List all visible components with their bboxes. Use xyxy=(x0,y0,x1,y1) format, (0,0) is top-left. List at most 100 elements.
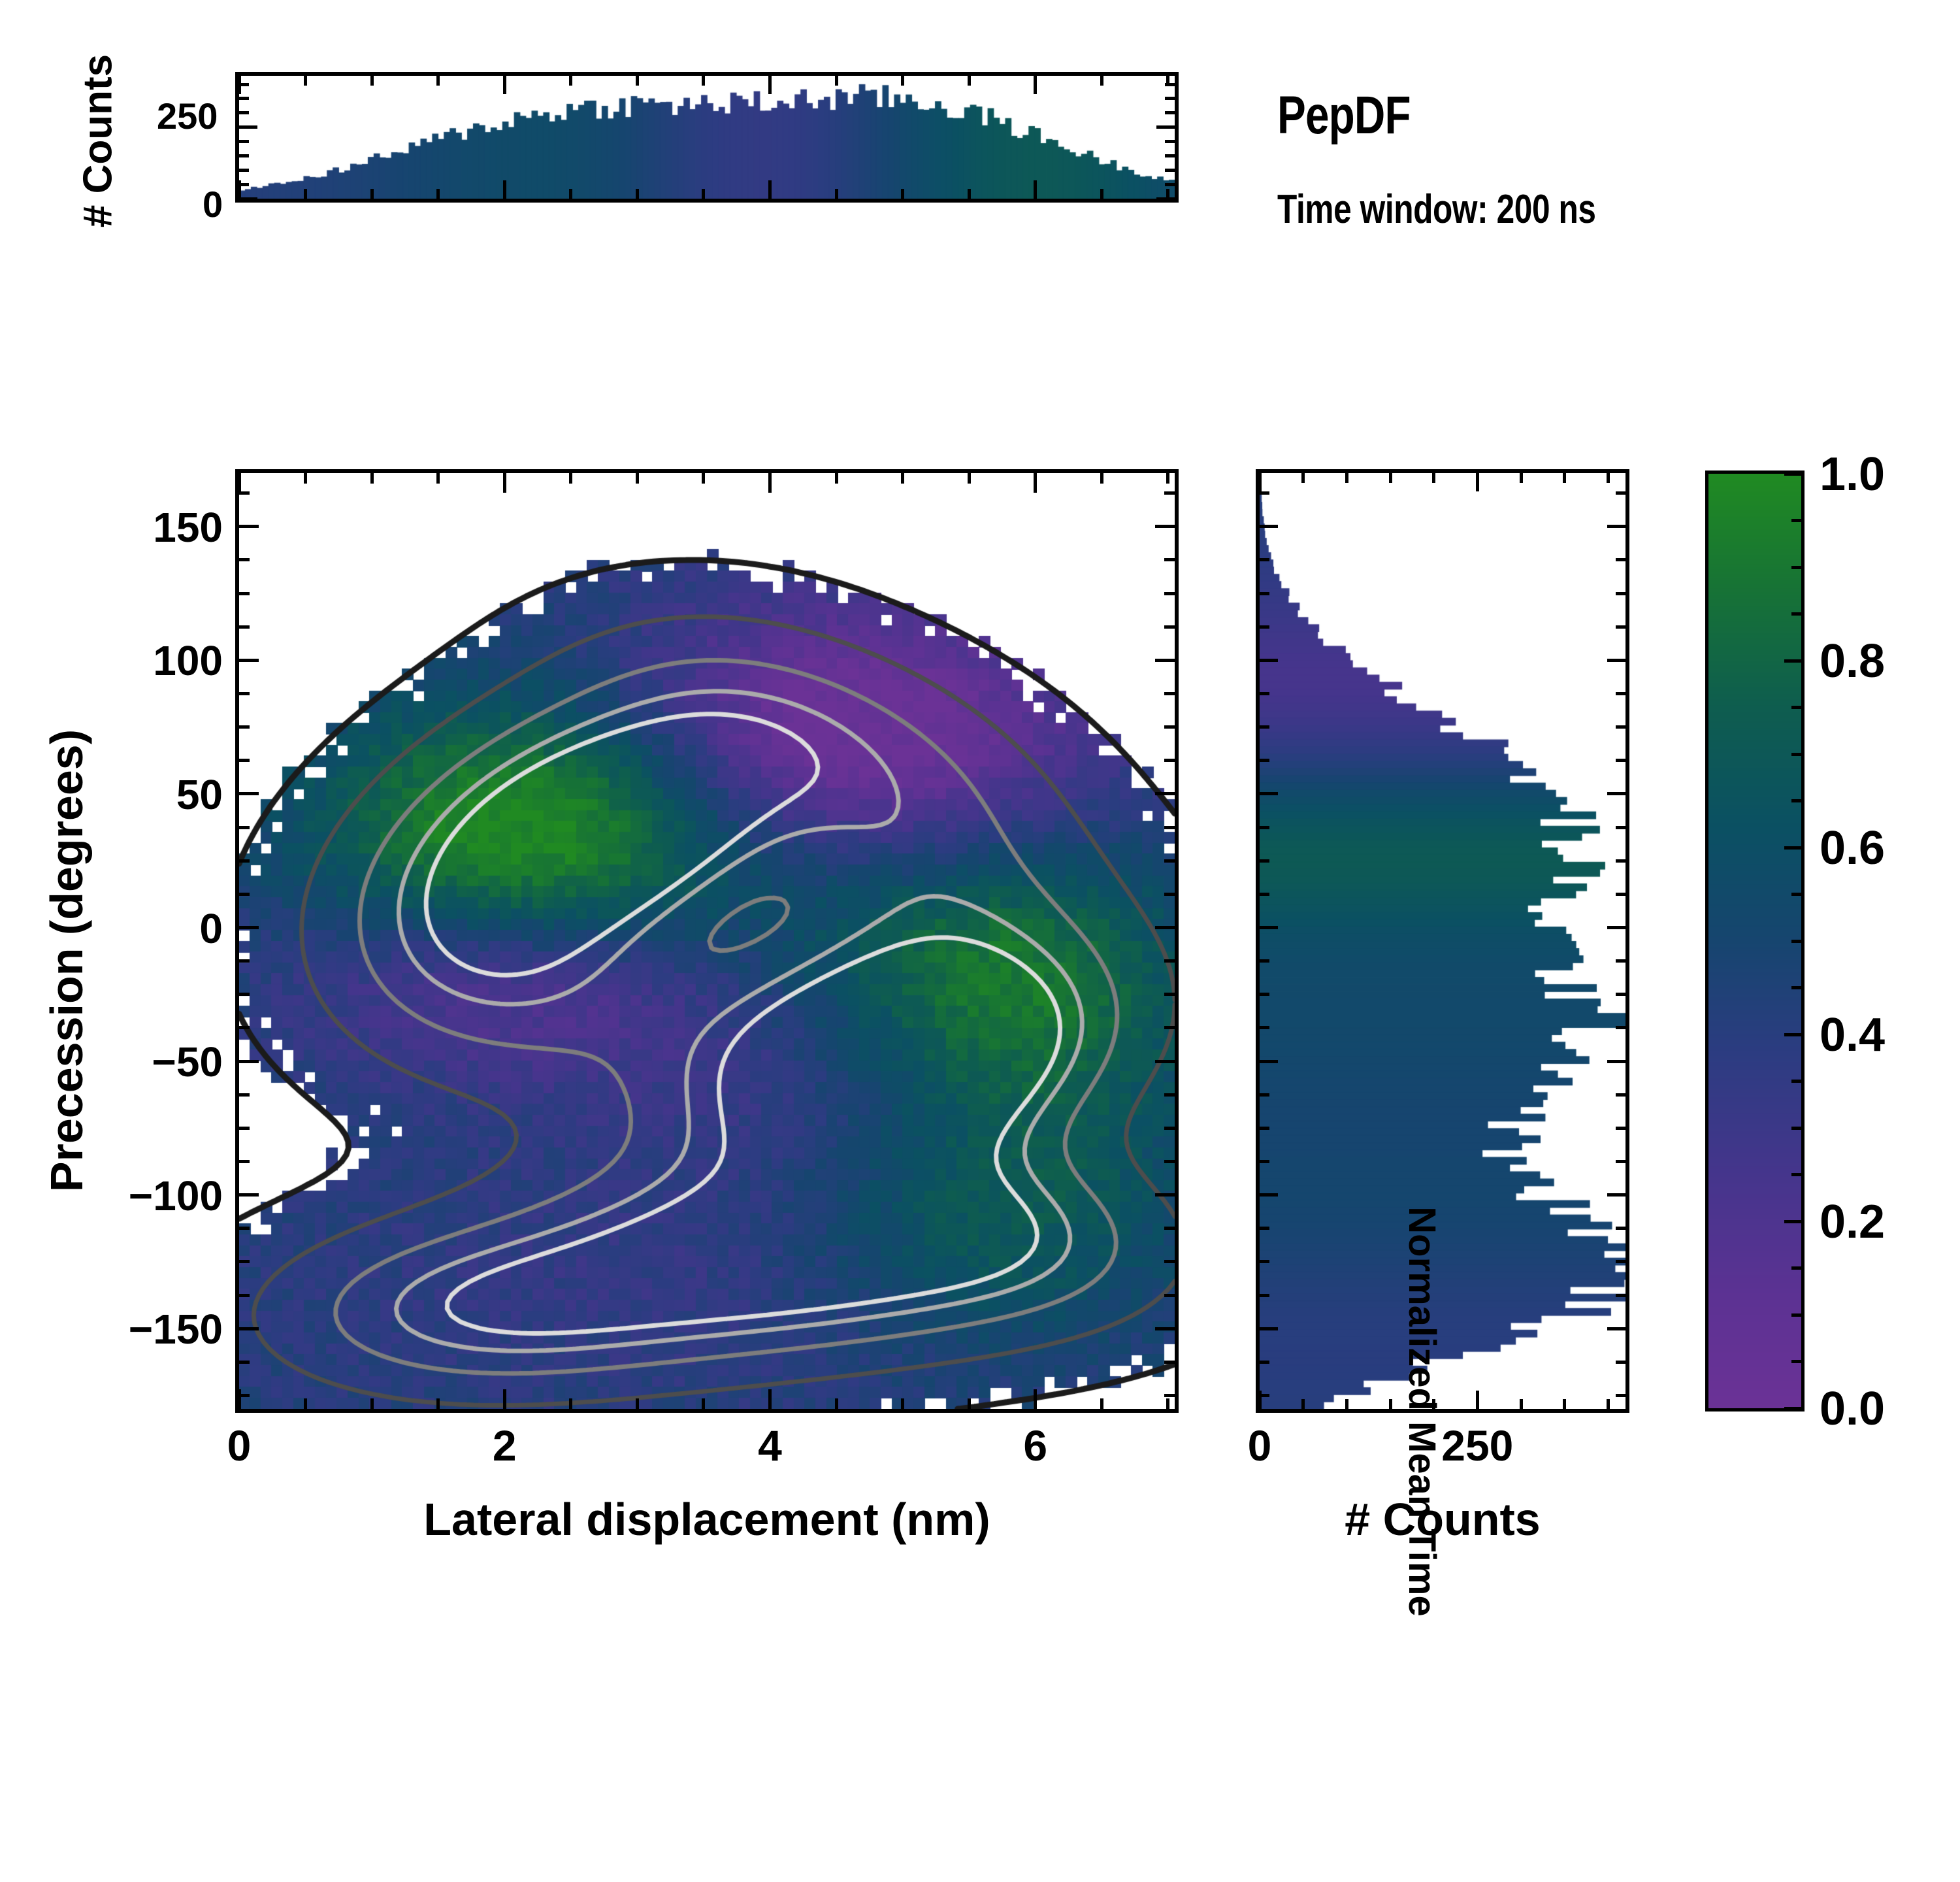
tick-mark xyxy=(1616,625,1625,629)
tick-mark xyxy=(1260,658,1278,662)
tick-mark xyxy=(834,1398,838,1409)
tick-mark xyxy=(1164,825,1175,829)
tick-mark xyxy=(1034,180,1037,199)
tick-mark xyxy=(1034,76,1037,94)
tick-mark xyxy=(1260,591,1269,595)
tick-mark xyxy=(1165,82,1175,86)
colorbar-label: Normalized Mean Time xyxy=(1401,1206,1443,1617)
tick-mark xyxy=(1260,525,1278,529)
tick-mark xyxy=(239,892,250,896)
tick-mark xyxy=(239,959,250,963)
tick-mark xyxy=(1791,752,1801,756)
tick-mark xyxy=(304,473,308,484)
tick-mark xyxy=(239,182,249,186)
tick-mark xyxy=(1165,154,1175,157)
tick-mark xyxy=(635,76,639,86)
tick-mark xyxy=(1260,1126,1269,1130)
top-marginal-histogram-panel xyxy=(235,72,1179,203)
tick-mark xyxy=(1616,725,1625,729)
tick-label: 0 xyxy=(227,1421,252,1470)
tick-mark xyxy=(702,1398,706,1409)
tick-mark xyxy=(239,1093,250,1097)
tick-label: 0.6 xyxy=(1820,822,1886,874)
colorbar-panel xyxy=(1705,470,1805,1412)
right-histogram-canvas xyxy=(1260,473,1625,1409)
tick-mark xyxy=(502,1389,506,1409)
tick-mark xyxy=(1155,1327,1175,1330)
tick-mark xyxy=(1258,473,1262,491)
tick-mark xyxy=(1164,692,1175,696)
tick-mark xyxy=(304,76,308,86)
tick-mark xyxy=(237,180,241,199)
tick-mark xyxy=(1164,1260,1175,1264)
tick-mark xyxy=(1616,959,1625,963)
tick-mark xyxy=(1260,993,1269,997)
tick-mark xyxy=(569,1398,573,1409)
tick-mark xyxy=(1606,473,1610,483)
tick-mark xyxy=(239,491,250,495)
tick-mark xyxy=(304,1398,308,1409)
tick-mark xyxy=(436,189,440,199)
tick-mark xyxy=(1258,1391,1262,1409)
tick-mark xyxy=(1164,859,1175,863)
tick-mark xyxy=(239,197,257,201)
tick-mark xyxy=(239,1260,250,1264)
tick-mark xyxy=(1164,725,1175,729)
tick-mark xyxy=(1616,1126,1625,1130)
tick-mark xyxy=(1616,692,1625,696)
tick-mark xyxy=(967,76,971,86)
tick-mark xyxy=(1260,1193,1278,1197)
tick-mark xyxy=(370,189,374,199)
tick-mark xyxy=(1164,1160,1175,1164)
tick-mark xyxy=(239,1160,250,1164)
tick-mark xyxy=(1791,519,1801,522)
tick-mark xyxy=(1260,1227,1269,1230)
tick-label: 6 xyxy=(1023,1421,1048,1470)
tick-mark xyxy=(304,189,308,199)
tick-mark xyxy=(1791,612,1801,616)
tick-mark xyxy=(1616,1293,1625,1297)
tick-mark xyxy=(569,473,573,484)
tick-mark xyxy=(635,1398,639,1409)
tick-mark xyxy=(1164,1126,1175,1130)
tick-mark xyxy=(1607,525,1625,529)
tick-mark xyxy=(1260,1260,1269,1264)
tick-label: −50 xyxy=(152,1038,223,1086)
tick-mark xyxy=(768,76,772,94)
tick-mark xyxy=(1791,1126,1801,1130)
tick-mark xyxy=(239,1026,250,1030)
tick-mark xyxy=(834,473,838,484)
tick-mark xyxy=(1791,799,1801,802)
tick-mark xyxy=(239,1394,250,1398)
tick-mark xyxy=(569,76,573,86)
tick-mark xyxy=(768,1389,772,1409)
tick-mark xyxy=(1563,1399,1567,1409)
tick-mark xyxy=(239,759,250,763)
tick-mark xyxy=(1164,1360,1175,1364)
tick-label: 250 xyxy=(1441,1421,1514,1470)
tick-mark xyxy=(1155,1193,1175,1197)
tick-mark xyxy=(239,692,250,696)
tick-mark xyxy=(239,558,250,562)
tick-label: 50 xyxy=(176,770,223,818)
tick-mark xyxy=(1475,473,1479,491)
tick-mark xyxy=(1475,1391,1479,1409)
tick-mark xyxy=(1155,1059,1175,1063)
tick-mark xyxy=(1607,658,1625,662)
tick-mark xyxy=(1791,1266,1801,1270)
tick-mark xyxy=(1616,491,1625,495)
tick-mark xyxy=(1607,926,1625,930)
tick-mark xyxy=(502,180,506,199)
tick-mark xyxy=(1616,859,1625,863)
tick-mark xyxy=(239,1360,250,1364)
tick-mark xyxy=(967,473,971,484)
tick-label: 100 xyxy=(153,637,223,685)
tick-mark xyxy=(239,993,250,997)
tick-mark xyxy=(1791,1173,1801,1176)
tick-mark xyxy=(1607,792,1625,796)
tick-mark xyxy=(1616,558,1625,562)
tick-label: −150 xyxy=(128,1306,223,1353)
tick-mark xyxy=(1164,558,1175,562)
tick-mark xyxy=(1791,1360,1801,1363)
top-ytick-label-250: 250 xyxy=(157,95,218,137)
